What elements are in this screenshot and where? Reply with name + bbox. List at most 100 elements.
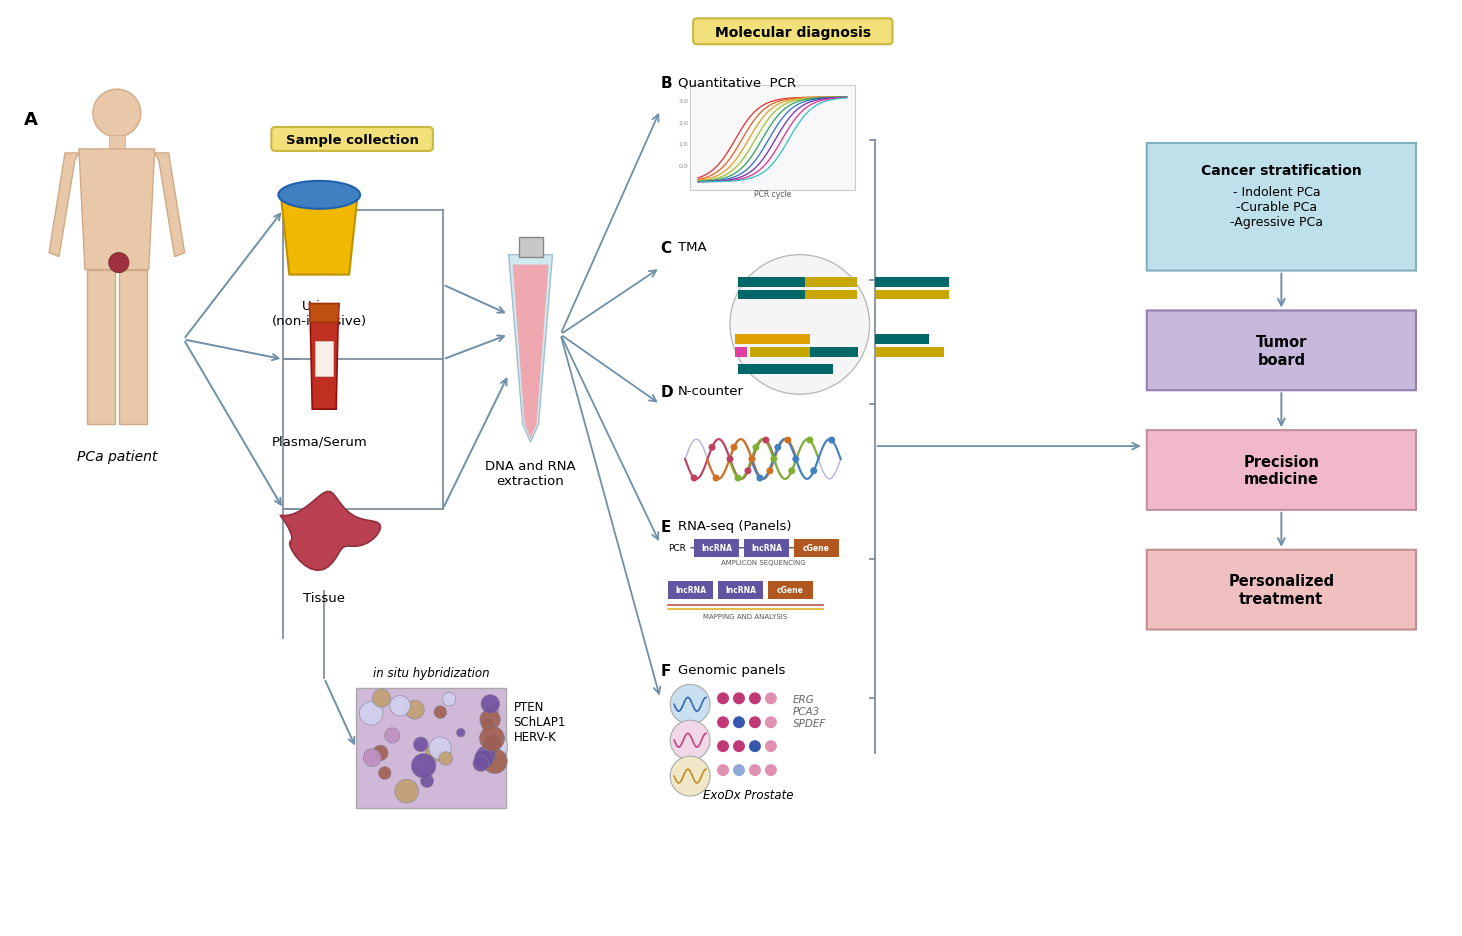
Text: B: B (661, 76, 673, 91)
Circle shape (434, 706, 447, 719)
Text: 1.0: 1.0 (678, 142, 689, 147)
Bar (804, 290, 857, 300)
Circle shape (484, 734, 507, 758)
Bar (810, 348, 858, 358)
Circle shape (753, 445, 759, 451)
Circle shape (481, 718, 494, 731)
FancyBboxPatch shape (1146, 431, 1417, 510)
Text: lncRNA: lncRNA (725, 586, 756, 594)
Circle shape (716, 740, 730, 753)
Circle shape (770, 456, 778, 463)
Bar (874, 335, 930, 345)
Text: DNA and RNA
extraction: DNA and RNA extraction (485, 460, 576, 488)
Text: 2.0: 2.0 (678, 121, 689, 125)
Text: lncRNA: lncRNA (751, 544, 782, 552)
Circle shape (727, 456, 734, 463)
Ellipse shape (278, 182, 360, 210)
Bar (804, 277, 857, 287)
FancyBboxPatch shape (693, 20, 892, 45)
Text: Precision
medicine: Precision medicine (1243, 454, 1319, 487)
Polygon shape (281, 491, 380, 571)
Circle shape (670, 684, 711, 724)
Circle shape (749, 716, 760, 728)
Circle shape (756, 475, 763, 482)
Polygon shape (118, 271, 146, 425)
Bar (768, 581, 813, 599)
Circle shape (784, 437, 791, 444)
Circle shape (730, 256, 870, 395)
Text: ExoDx Prostate: ExoDx Prostate (703, 788, 794, 801)
Text: TMA: TMA (678, 241, 706, 254)
Circle shape (749, 740, 760, 753)
Circle shape (379, 767, 390, 780)
Polygon shape (513, 265, 548, 439)
Polygon shape (310, 320, 338, 410)
Text: Urine
(non-invasive): Urine (non-invasive) (272, 300, 367, 329)
Circle shape (395, 780, 418, 803)
Text: MAPPING AND ANALYSIS: MAPPING AND ANALYSIS (703, 613, 787, 619)
Circle shape (716, 693, 730, 705)
Circle shape (732, 765, 746, 776)
Circle shape (734, 475, 741, 482)
Bar (694, 539, 738, 557)
Circle shape (732, 716, 746, 728)
Text: ERG
PCA3
SPDEF: ERG PCA3 SPDEF (792, 695, 826, 728)
Circle shape (765, 693, 776, 705)
Text: F: F (661, 664, 671, 679)
Polygon shape (86, 271, 115, 425)
Bar (874, 277, 949, 287)
Text: in situ hybridization: in situ hybridization (373, 666, 490, 680)
Circle shape (716, 765, 730, 776)
Circle shape (788, 468, 795, 475)
FancyBboxPatch shape (272, 128, 433, 152)
Bar (519, 238, 542, 257)
Circle shape (482, 735, 501, 753)
Circle shape (480, 709, 500, 730)
Circle shape (364, 749, 382, 767)
Bar (738, 365, 833, 375)
FancyBboxPatch shape (1146, 550, 1417, 630)
Text: N-counter: N-counter (678, 385, 744, 398)
Text: Tissue: Tissue (303, 591, 345, 604)
Text: Tumor
board: Tumor board (1256, 335, 1307, 367)
Bar (738, 277, 823, 287)
Bar (735, 335, 810, 345)
Circle shape (762, 437, 769, 444)
Circle shape (775, 445, 781, 451)
Text: Quantitative  PCR: Quantitative PCR (678, 76, 797, 89)
Text: Cancer stratification: Cancer stratification (1200, 164, 1361, 178)
Bar (357, 689, 506, 808)
Text: PTEN
SChLAP1
HERV-K: PTEN SChLAP1 HERV-K (513, 700, 566, 743)
Bar (874, 348, 944, 358)
Circle shape (373, 690, 390, 708)
Circle shape (477, 746, 496, 766)
Circle shape (439, 752, 452, 766)
Text: cGene: cGene (776, 586, 804, 594)
Text: Molecular diagnosis: Molecular diagnosis (715, 26, 871, 40)
Text: lncRNA: lncRNA (675, 586, 706, 594)
Circle shape (425, 745, 442, 762)
Text: PCR: PCR (668, 544, 686, 552)
FancyBboxPatch shape (1146, 144, 1417, 271)
Circle shape (792, 456, 800, 463)
Text: Sample collection: Sample collection (285, 135, 418, 147)
Text: Genomic panels: Genomic panels (678, 664, 785, 677)
Circle shape (766, 468, 773, 475)
FancyBboxPatch shape (1146, 311, 1417, 391)
Circle shape (749, 456, 756, 463)
Circle shape (474, 756, 488, 771)
Text: A: A (23, 111, 38, 129)
Bar (874, 290, 949, 300)
Polygon shape (310, 304, 339, 323)
Circle shape (485, 704, 499, 717)
Circle shape (709, 445, 715, 451)
Circle shape (474, 750, 493, 768)
Text: AMPLICON SEQUENCING: AMPLICON SEQUENCING (721, 559, 806, 565)
Polygon shape (281, 200, 357, 275)
Circle shape (385, 728, 399, 743)
Bar (750, 348, 839, 358)
Circle shape (827, 437, 835, 444)
Text: PCa patient: PCa patient (76, 449, 156, 463)
Bar (668, 581, 713, 599)
Circle shape (670, 721, 711, 760)
